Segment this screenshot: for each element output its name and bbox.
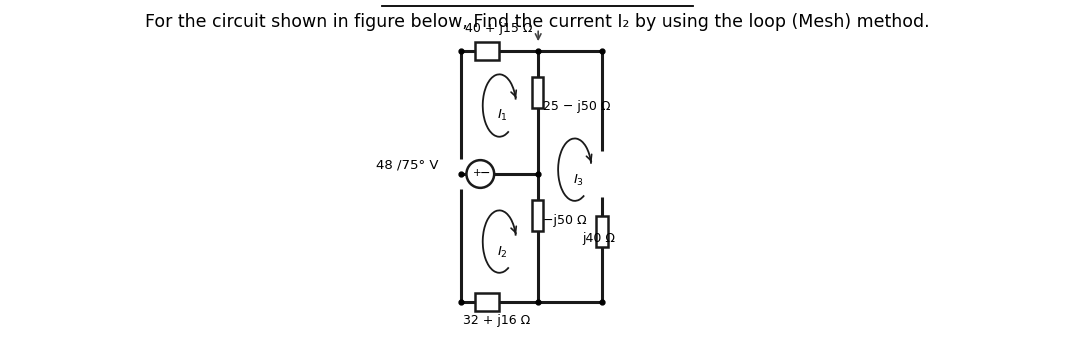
Text: j40 Ω: j40 Ω [583,232,616,245]
Bar [596,216,607,247]
Text: For the circuit shown in figure below, Find the current I₂ by using the loop (Me: For the circuit shown in figure below, F… [145,13,930,31]
Text: 48 /75° V: 48 /75° V [376,159,439,172]
Text: +: + [473,168,482,178]
Text: $I_3$: $I_3$ [573,173,584,188]
Text: −j50 Ω: −j50 Ω [543,214,586,227]
Bar [532,77,543,108]
Bar [532,200,543,231]
Bar [475,42,499,60]
Bar [475,293,499,311]
Text: 40 + j15 Ω: 40 + j15 Ω [464,22,532,35]
Text: $I_2$: $I_2$ [497,244,507,260]
Text: 32 + j16 Ω: 32 + j16 Ω [463,314,530,326]
Text: −: − [479,166,490,180]
Text: 25 − j50 Ω: 25 − j50 Ω [543,100,611,113]
Text: $I_1$: $I_1$ [497,108,507,124]
Circle shape [467,160,495,188]
